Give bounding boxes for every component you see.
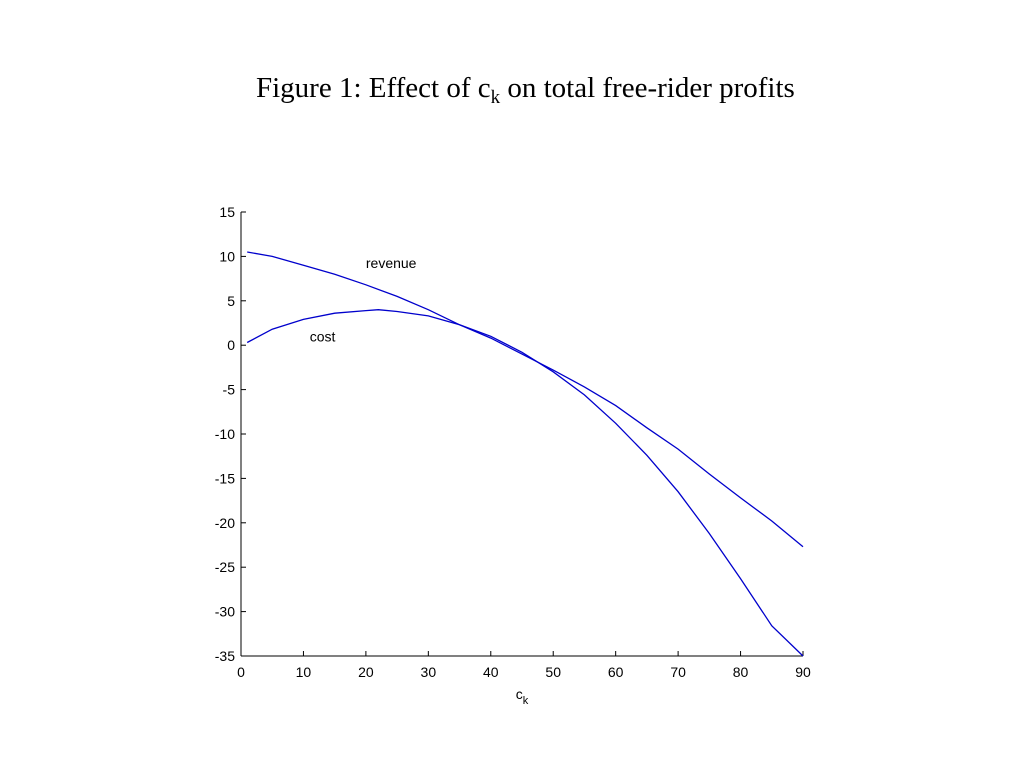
y-tick-label: -35 <box>215 648 235 664</box>
x-tick-label: 20 <box>358 664 374 680</box>
y-tick-label: -20 <box>215 515 235 531</box>
x-tick-label: 80 <box>733 664 749 680</box>
y-tick-label: 10 <box>219 248 235 264</box>
y-tick-label: -30 <box>215 604 235 620</box>
x-tick-label: 0 <box>237 664 245 680</box>
y-tick-label: 0 <box>227 337 235 353</box>
title-subscript: k <box>490 87 501 108</box>
x-axis-label-main: c <box>516 686 523 702</box>
x-axis-label: ck <box>516 686 529 707</box>
title-prefix: Figure 1: Effect of c <box>256 72 491 104</box>
series-line-cost <box>246 309 804 657</box>
x-tick-label: 10 <box>296 664 312 680</box>
y-tick-label: -5 <box>223 382 236 398</box>
x-tick-label: 30 <box>421 664 437 680</box>
figure-title: Figure 1: Effect of ck on total free-rid… <box>0 72 1024 109</box>
title-suffix: on total free-rider profits <box>500 72 795 104</box>
x-tick-label: 40 <box>483 664 499 680</box>
y-tick-label: -10 <box>215 426 235 442</box>
y-tick-label: -25 <box>215 559 235 575</box>
series-annotation-revenue: revenue <box>366 255 417 271</box>
axes <box>240 212 803 657</box>
x-tick-label: 70 <box>670 664 686 680</box>
y-tick-label: -15 <box>215 470 235 486</box>
x-tick-label: 50 <box>545 664 561 680</box>
y-tick-label: 5 <box>227 293 235 309</box>
series-lines <box>246 251 804 657</box>
series-annotation-cost: cost <box>310 329 336 345</box>
y-tick-label: 15 <box>219 204 235 220</box>
x-axis-label-sub: k <box>523 695 529 707</box>
x-tick-label: 60 <box>608 664 624 680</box>
series-line-revenue <box>247 251 804 548</box>
x-tick-label: 90 <box>795 664 811 680</box>
